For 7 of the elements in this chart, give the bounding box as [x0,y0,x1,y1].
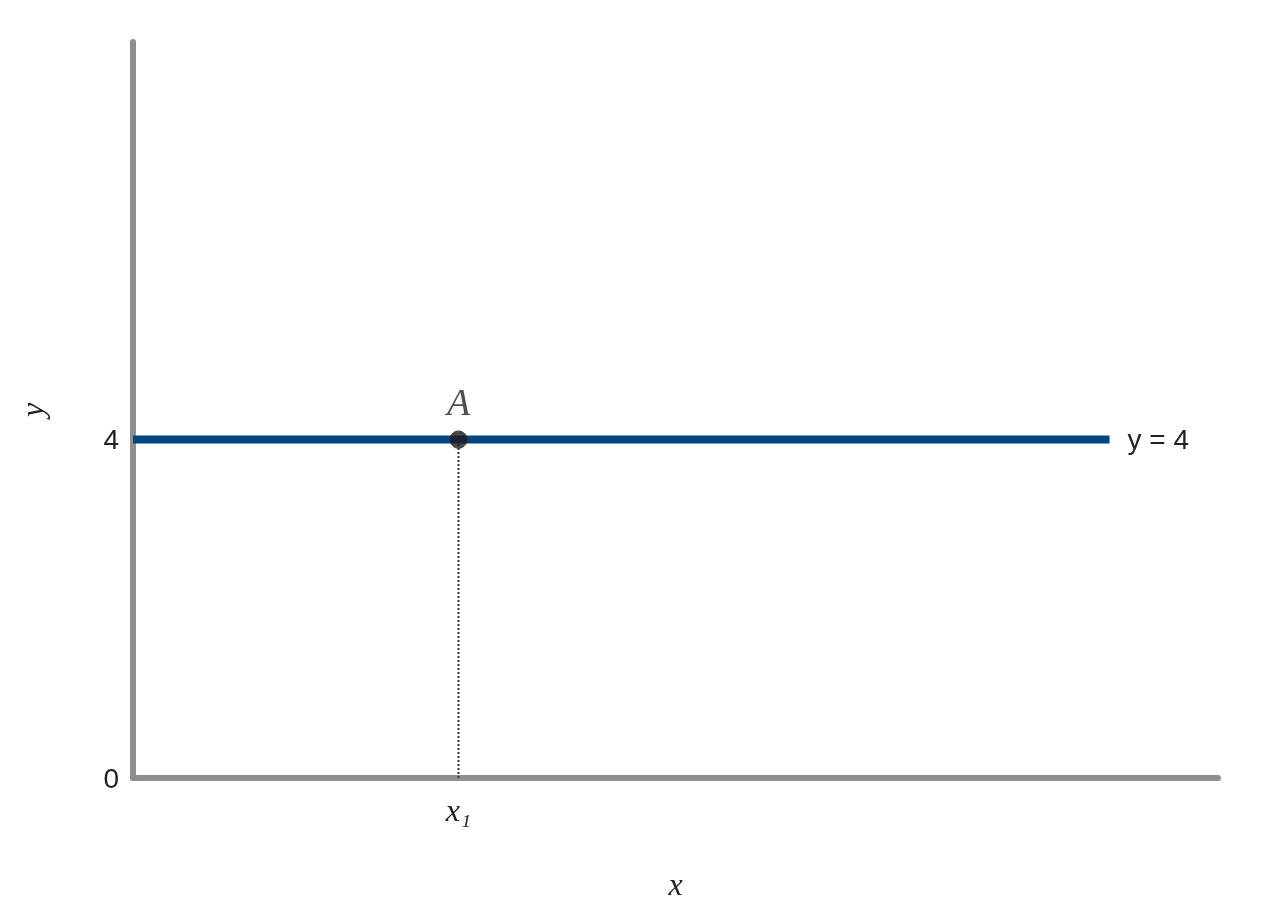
x-tick-label: x₁ [444,792,472,828]
y-axis-title: y [14,402,50,421]
y-tick-label: 4 [103,424,119,456]
x-axis-title: x [667,866,683,902]
series-label: y = 4 [1127,424,1189,456]
series-label: A [443,380,471,423]
y-tick-label: 0 [103,762,119,794]
